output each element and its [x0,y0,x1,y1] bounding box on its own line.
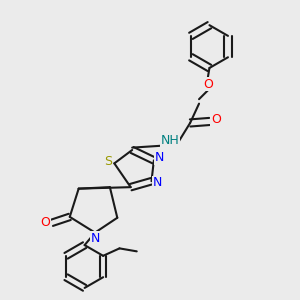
Text: N: N [155,151,164,164]
Text: N: N [90,232,100,245]
Text: O: O [211,113,221,127]
Text: N: N [153,176,162,189]
Text: O: O [40,216,50,229]
Text: S: S [104,155,112,168]
Text: NH: NH [160,134,179,147]
Text: O: O [203,78,213,91]
